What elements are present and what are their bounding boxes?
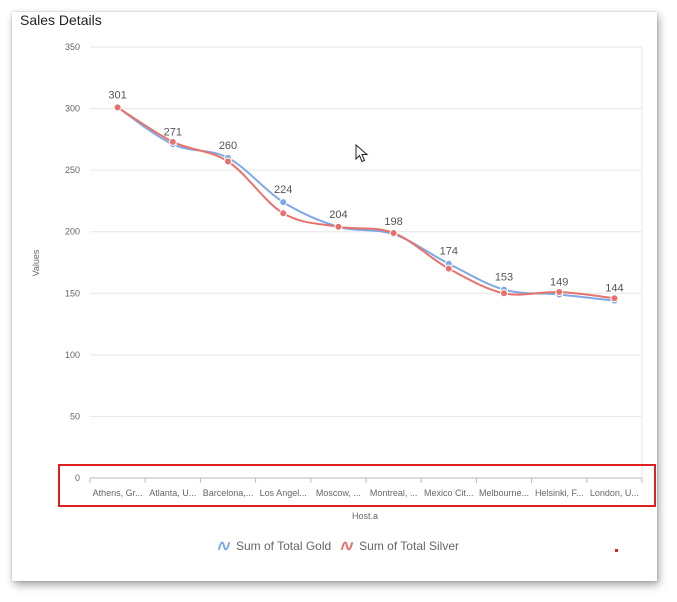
x-tick-label: Los Angel...: [260, 488, 307, 498]
x-tick-label: London, U...: [590, 488, 639, 498]
x-tick-label: Mexico Cit...: [424, 488, 474, 498]
y-axis: 0 50 100 150 200 250 300 350: [65, 42, 80, 483]
grid-lines: [90, 46, 643, 479]
chart-panel: Sales Details 0 50 100 150 200 250 300 350 Athe…: [12, 12, 657, 581]
y-axis-title: Values: [31, 249, 41, 276]
series-line-gold[interactable]: [117, 106, 615, 302]
legend-label-gold: Sum of Total Gold: [236, 539, 332, 553]
data-point-silver[interactable]: [500, 289, 508, 298]
data-label: 149: [550, 277, 568, 289]
data-label: 144: [605, 283, 623, 295]
panel-title: Sales Details: [20, 12, 102, 28]
y-tick-label: 50: [70, 411, 80, 421]
x-tick-label: Montreal, ...: [370, 488, 418, 498]
data-label: 260: [219, 140, 237, 152]
x-tick-label: Atlanta, U...: [149, 488, 196, 498]
data-point-silver[interactable]: [610, 294, 619, 303]
data-label: 204: [329, 209, 347, 221]
legend-item-gold[interactable]: Sum of Total Gold: [218, 539, 331, 553]
data-points: [113, 103, 619, 305]
y-tick-label: 100: [65, 350, 80, 360]
x-tick-label: Melbourne...: [479, 488, 529, 498]
data-point-silver[interactable]: [334, 222, 343, 231]
x-tick-label: Helsinki, F...: [535, 488, 584, 498]
x-tick-label: Moscow, ...: [316, 488, 361, 498]
data-label: 174: [440, 246, 458, 258]
data-point-silver[interactable]: [279, 209, 288, 218]
line-icon: [218, 541, 230, 551]
line-chart: 0 50 100 150 200 250 300 350 Athens, Gr... Atlan…: [31, 42, 656, 521]
x-tick-label: Barcelona,...: [203, 488, 254, 498]
y-tick-label: 300: [65, 104, 80, 114]
line-icon: [341, 541, 354, 551]
y-tick-label: 200: [65, 227, 80, 237]
data-point-silver[interactable]: [113, 103, 122, 112]
data-point-silver[interactable]: [224, 157, 232, 166]
data-labels: 301 271 260 224 204 198 174 153 149 144: [108, 89, 623, 294]
data-point-silver[interactable]: [389, 228, 398, 237]
data-label: 301: [108, 89, 126, 101]
y-tick-label: 250: [65, 165, 80, 175]
series-lines: [117, 106, 615, 302]
data-label: 224: [274, 184, 292, 196]
x-axis-title: Host.a: [352, 511, 378, 521]
y-tick-label: 150: [65, 288, 80, 298]
legend: Sum of Total Gold Sum of Total Silver: [218, 538, 463, 554]
data-point-silver[interactable]: [444, 264, 453, 273]
mouse-pointer-icon: [355, 144, 369, 163]
x-axis: Athens, Gr... Atlanta, U... Barcelona,... L…: [89, 478, 643, 498]
legend-item-silver[interactable]: Sum of Total Silver: [341, 539, 459, 553]
data-label: 271: [164, 126, 182, 138]
marker-dot: [615, 549, 618, 552]
legend-label-silver: Sum of Total Silver: [359, 539, 459, 553]
x-axis-highlight-box: [58, 464, 656, 507]
x-tick-label: Athens, Gr...: [93, 488, 143, 498]
data-label: 198: [384, 216, 402, 228]
data-point-silver[interactable]: [555, 288, 564, 297]
data-point-silver[interactable]: [168, 137, 177, 146]
y-tick-label: 0: [75, 473, 80, 483]
data-point-gold[interactable]: [279, 198, 288, 207]
series-line-silver[interactable]: [117, 106, 615, 300]
y-tick-label: 350: [65, 42, 80, 52]
data-label: 153: [495, 272, 513, 284]
